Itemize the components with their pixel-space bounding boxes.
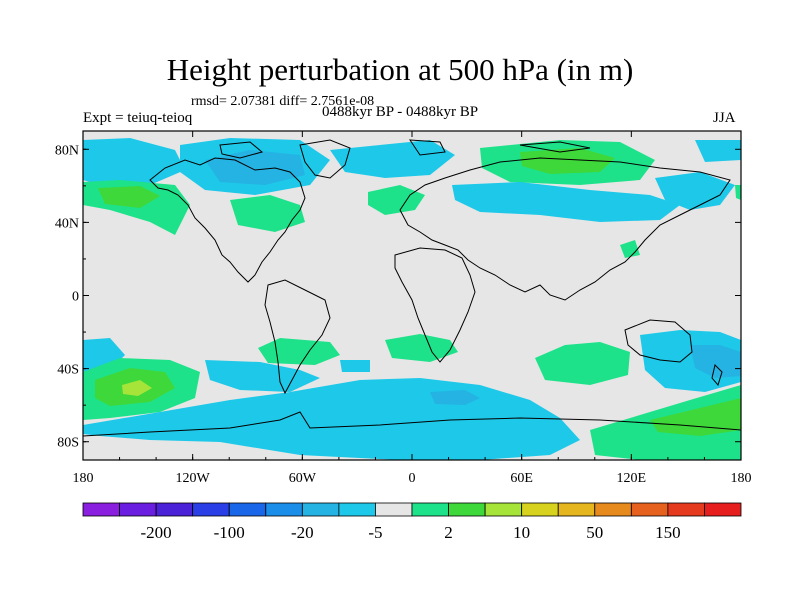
experiment-label: Expt = teiuq-teioq <box>83 110 193 126</box>
colorbar-label: 2 <box>444 523 453 542</box>
colorbar-swatch <box>228 502 267 517</box>
colorbar-swatch <box>338 502 376 517</box>
north-america-high-shade <box>230 195 305 232</box>
colorbar-swatch <box>119 502 157 517</box>
eurasia-low-shade <box>452 182 680 222</box>
coastlines <box>83 139 741 437</box>
colorbar-swatch <box>521 502 559 517</box>
siberia-low-shade <box>655 172 735 210</box>
lon-tick-label: 60W <box>289 471 317 486</box>
season-label: JJA <box>713 110 736 126</box>
south-pacific-high-inner <box>122 380 152 396</box>
lon-tick-label: 120W <box>176 471 211 486</box>
southern-ocean-low-core <box>430 390 480 405</box>
colorbar-swatch <box>630 502 669 517</box>
colorbar-swatch <box>375 502 413 517</box>
lat-tick-label: 80N <box>55 143 79 158</box>
north-pacific-low-shade <box>83 138 185 185</box>
stats-label: rmsd= 2.07381 diff= 2.7561e-08 <box>191 94 375 109</box>
far-east-high <box>735 185 741 200</box>
coast-arctic-islands <box>219 139 591 159</box>
lat-tick-label: 40N <box>55 216 79 231</box>
colorbar-swatch <box>301 502 340 517</box>
south-indian-high <box>535 342 630 385</box>
north-pacific-core <box>98 186 160 208</box>
south-africa-high <box>385 334 458 362</box>
colorbar-label: -200 <box>141 523 172 542</box>
north-atlantic-low-shade <box>330 140 455 178</box>
colorbar-swatch <box>704 502 742 517</box>
coast-north-america <box>149 157 306 283</box>
north-atlantic-high-shade <box>368 185 425 215</box>
colorbar-label: 50 <box>586 523 603 542</box>
coast-greenland <box>299 139 351 179</box>
colorbar-swatch <box>82 502 120 517</box>
lon-tick-label: 180 <box>731 471 752 486</box>
arctic-canada-core <box>205 150 305 185</box>
lat-tick-label: 80S <box>57 436 79 451</box>
south-atlantic-low <box>205 360 320 392</box>
australia-low-core <box>690 345 741 378</box>
colorbar-label: -5 <box>368 523 382 542</box>
colorbar-swatch <box>667 502 705 517</box>
anomaly-shading <box>83 138 741 460</box>
east-asia-high <box>620 240 640 258</box>
plot-title: Height perturbation at 500 hPa (in m) <box>166 52 634 87</box>
colorbar-label: -20 <box>291 523 314 542</box>
colorbar-label: 10 <box>513 523 530 542</box>
lon-tick-label: 180 <box>73 471 94 486</box>
colorbar-swatch <box>265 502 303 517</box>
coast-south-america <box>264 279 331 395</box>
lat-tick-label: 40S <box>57 363 79 378</box>
coast-eurasia <box>399 157 731 301</box>
map-axes: 80N 40N 0 40S 80S 180 120W 60W 0 60E 120E 180 <box>55 131 752 486</box>
northeast-pacific-low <box>695 140 741 162</box>
period-label: 0488kyr BP - 0488kyr BP <box>322 104 479 120</box>
coast-africa <box>394 247 476 363</box>
lon-tick-label: 120E <box>617 471 647 486</box>
colorbar-swatch <box>448 502 486 517</box>
coast-antarctica <box>83 411 741 437</box>
colorbar-label: -100 <box>214 523 245 542</box>
siberia-high-core <box>520 148 615 174</box>
coast-australia <box>624 319 693 363</box>
lon-tick-label: 60E <box>510 471 533 486</box>
south-atlantic-low-b <box>340 360 370 372</box>
coast-new-zealand <box>711 364 723 387</box>
colorbar-swatch <box>411 502 449 517</box>
colorbar-swatch <box>594 502 632 517</box>
colorbar-label: 150 <box>655 523 681 542</box>
colorbar-swatch <box>484 502 523 517</box>
lon-tick-label: 0 <box>409 471 416 486</box>
colorbar-swatch <box>192 502 230 517</box>
colorbar-swatch <box>557 502 596 517</box>
colorbar-swatch <box>155 502 194 517</box>
south-america-high <box>258 338 340 365</box>
lat-tick-label: 0 <box>72 290 79 305</box>
southeast-pacific-core <box>650 398 741 436</box>
